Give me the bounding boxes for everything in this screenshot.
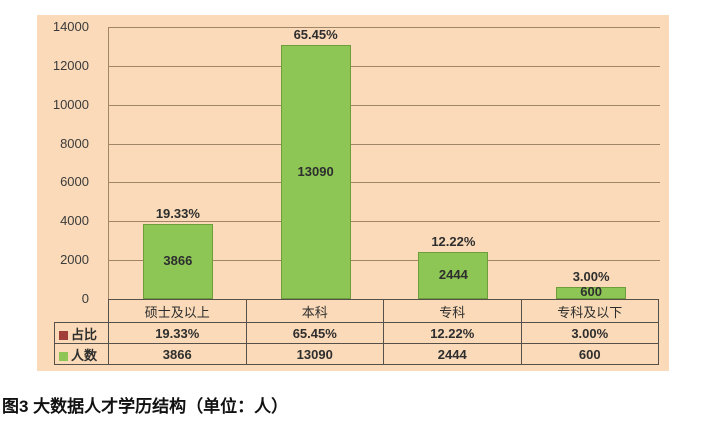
category-cell: 本科: [245, 299, 384, 323]
table-row-count: 人数 3866 13090 2444 600: [54, 343, 659, 365]
y-tick-label: 8000: [60, 135, 89, 151]
table-corner-cell: [55, 300, 109, 323]
category-cell: 专科及以下: [520, 299, 659, 323]
count-value-cell: 13090: [245, 343, 384, 365]
count-value-cell: 3866: [108, 343, 247, 365]
gridline: [109, 104, 660, 106]
gridline: [109, 260, 660, 262]
bar-3: [418, 251, 489, 299]
count-value-cell: 600: [520, 343, 659, 365]
y-tick-label: 4000: [60, 213, 89, 229]
bar-value-label: 2444: [438, 267, 468, 283]
legend-ratio: 占比: [54, 322, 109, 344]
bar-percent-label: 65.45%: [293, 26, 338, 42]
category-cell: 硕士及以上: [108, 299, 247, 323]
bar-percent-label: 19.33%: [155, 205, 200, 221]
category-cell: 专科: [383, 299, 522, 323]
gridline: [109, 221, 660, 223]
y-tick-label: 2000: [60, 252, 89, 268]
ratio-value-cell: 3.00%: [520, 322, 659, 344]
bar-2: [280, 44, 351, 299]
data-table: 硕士及以上 本科 专科 专科及以下 占比 19.33% 65.45% 12.22% 3.00% 人…: [54, 299, 659, 365]
y-tick-label: 0: [81, 291, 89, 306]
chart-panel: 0 2000 4000 6000 8000 10000 12000 14000 19.33% 3…: [37, 15, 669, 371]
bar-percent-label: 3.00%: [572, 269, 610, 285]
bar-value-label: 3866: [163, 253, 193, 269]
y-axis-tick-labels: 0 2000 4000 6000 8000 10000 12000 14000: [37, 19, 99, 306]
table-row-categories: 硕士及以上 本科 专科 专科及以下: [55, 299, 659, 323]
y-tick-label: 14000: [52, 19, 89, 34]
y-tick-label: 6000: [60, 174, 89, 190]
bar-value-label: 13090: [297, 163, 334, 179]
data-table-body: 硕士及以上 本科 专科 专科及以下 占比 19.33% 65.45% 12.22% 3.00% 人…: [54, 299, 659, 365]
gridline: [109, 65, 660, 67]
y-tick-label: 10000: [52, 96, 89, 112]
gridline: [109, 143, 660, 145]
count-value-cell: 2444: [383, 343, 522, 365]
bar-value-label: 600: [580, 284, 602, 300]
gridline: [109, 27, 660, 28]
bar-percent-label: 12.22%: [431, 233, 476, 249]
figure-caption: 图3 大数据人才学历结构（单位：人）: [2, 397, 289, 416]
y-tick-label: 12000: [52, 57, 89, 73]
ratio-value-cell: 19.33%: [108, 322, 247, 344]
ratio-value-cell: 12.22%: [383, 322, 522, 344]
legend-count: 人数: [54, 343, 109, 365]
bar-1: [142, 223, 213, 299]
bar-4: [556, 287, 627, 299]
table-row-ratio: 占比 19.33% 65.45% 12.22% 3.00%: [54, 322, 659, 344]
count-swatch-icon: [59, 351, 68, 361]
ratio-value-cell: 65.45%: [245, 322, 384, 344]
gridline: [109, 182, 660, 184]
plot-area: 19.33% 3866 65.45% 13090 12.22% 2444 3.00% 600: [108, 27, 660, 299]
ratio-swatch-icon: [59, 330, 68, 340]
